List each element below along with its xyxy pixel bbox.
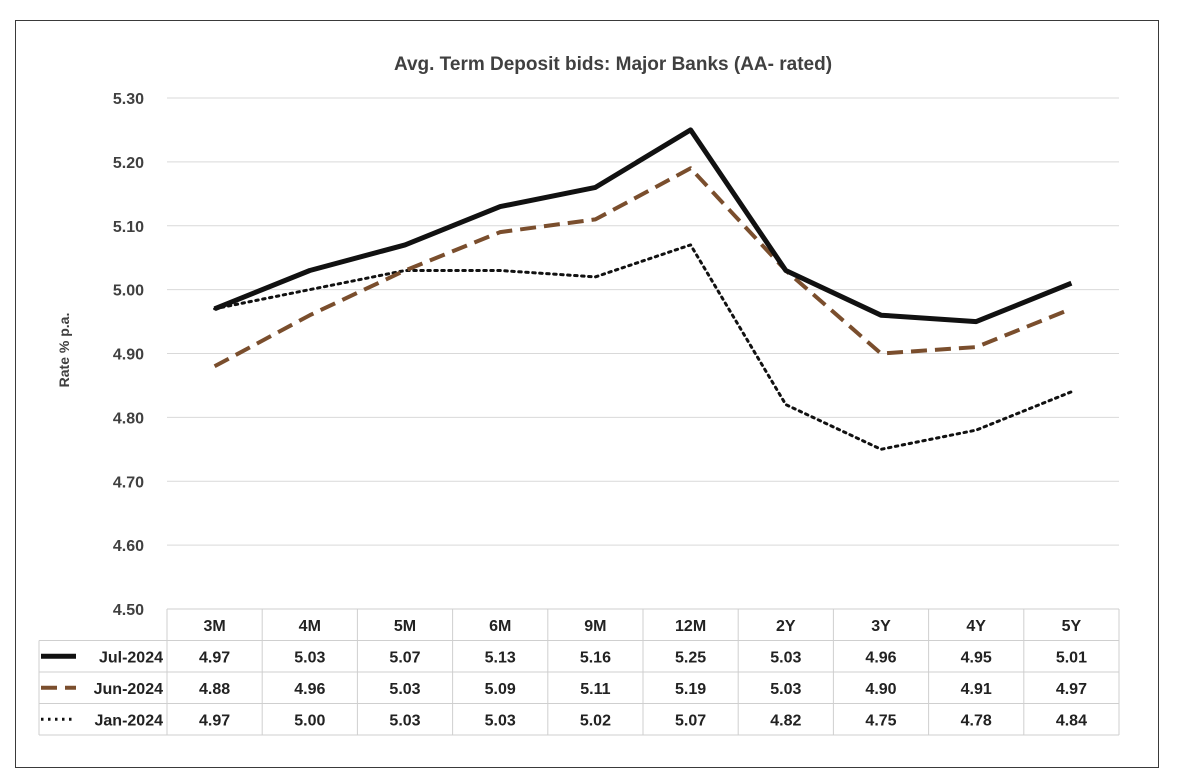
y-tick-label: 4.70	[113, 474, 144, 491]
series-line-jun-2024	[213, 166, 1073, 369]
y-tick-label: 5.10	[113, 219, 144, 236]
y-tick-label: 5.00	[113, 283, 144, 300]
table-cell-value: 4.82	[770, 712, 801, 729]
y-tick-label: 4.90	[113, 347, 144, 364]
table-cell-value: 5.07	[675, 712, 706, 729]
table-cell-value: 5.03	[389, 712, 420, 729]
table-cell-value: 4.78	[961, 712, 992, 729]
table-cell-value: 5.07	[389, 649, 420, 666]
category-label: 4M	[299, 618, 321, 635]
table-cell-value: 4.97	[1056, 681, 1087, 698]
table-cell-value: 4.95	[961, 649, 992, 666]
table-cell-value: 4.90	[865, 681, 896, 698]
chart-svg: Avg. Term Deposit bids: Major Banks (AA-…	[38, 54, 1120, 736]
category-label: 5Y	[1062, 618, 1082, 635]
table-cell-value: 5.03	[294, 649, 325, 666]
table-cell-value: 4.91	[961, 681, 992, 698]
y-tick-label: 5.20	[113, 155, 144, 172]
data-table: 3M 4M 5M 6M 9M 12M 2Y 3Y 4Y 5Y Jul-2024 4.97 5.03 5.0…	[38, 608, 1120, 736]
y-tick-label: 4.80	[113, 410, 144, 427]
table-cell-value: 5.03	[770, 649, 801, 666]
category-label: 12M	[675, 618, 706, 635]
category-label: 9M	[584, 618, 606, 635]
table-cell-value: 4.97	[199, 712, 230, 729]
category-label: 3Y	[871, 618, 891, 635]
table-cell-value: 4.84	[1056, 712, 1087, 729]
y-tick-label: 5.30	[113, 91, 144, 108]
table-cell-value: 5.03	[770, 681, 801, 698]
table-cell-value: 5.09	[485, 681, 516, 698]
table-cell-value: 5.13	[485, 649, 516, 666]
series-lines	[213, 127, 1073, 451]
table-cell-value: 5.00	[294, 712, 325, 729]
table-cell-value: 4.75	[865, 712, 896, 729]
y-axis-label: Rate % p.a.	[56, 313, 72, 388]
table-cell-value: 5.16	[580, 649, 611, 666]
table-cell-value: 5.01	[1056, 649, 1087, 666]
series-line-jul-2024	[213, 127, 1073, 325]
category-label: 3M	[203, 618, 225, 635]
grid-layer	[167, 97, 1119, 610]
table-cell-value: 4.97	[199, 649, 230, 666]
chart-title: Avg. Term Deposit bids: Major Banks (AA-…	[394, 54, 832, 75]
table-cell-value: 5.03	[389, 681, 420, 698]
table-cell-value: 5.11	[580, 681, 610, 698]
y-tick-label: 4.60	[113, 538, 144, 555]
table-cell-value: 5.03	[485, 712, 516, 729]
category-label: 2Y	[776, 618, 796, 635]
table-cell-value: 4.96	[865, 649, 896, 666]
legend-label: Jul-2024	[99, 649, 163, 666]
category-label: 5M	[394, 618, 416, 635]
category-label: 4Y	[966, 618, 986, 635]
table-cell-value: 5.02	[580, 712, 611, 729]
table-cell-value: 4.88	[199, 681, 230, 698]
chart-frame: Avg. Term Deposit bids: Major Banks (AA-…	[15, 20, 1159, 768]
legend-label: Jan-2024	[95, 712, 164, 729]
table-cell-value: 5.25	[675, 649, 706, 666]
series-line-jan-2024	[213, 243, 1073, 451]
legend-label: Jun-2024	[94, 681, 163, 698]
category-label: 6M	[489, 618, 511, 635]
table-cell-value: 4.96	[294, 681, 325, 698]
table-cell-value: 5.19	[675, 681, 706, 698]
y-tick-labels: 4.50 4.60 4.70 4.80 4.90 5.00 5.10 5.20 5.30	[113, 91, 144, 619]
y-tick-label: 4.50	[113, 602, 144, 619]
